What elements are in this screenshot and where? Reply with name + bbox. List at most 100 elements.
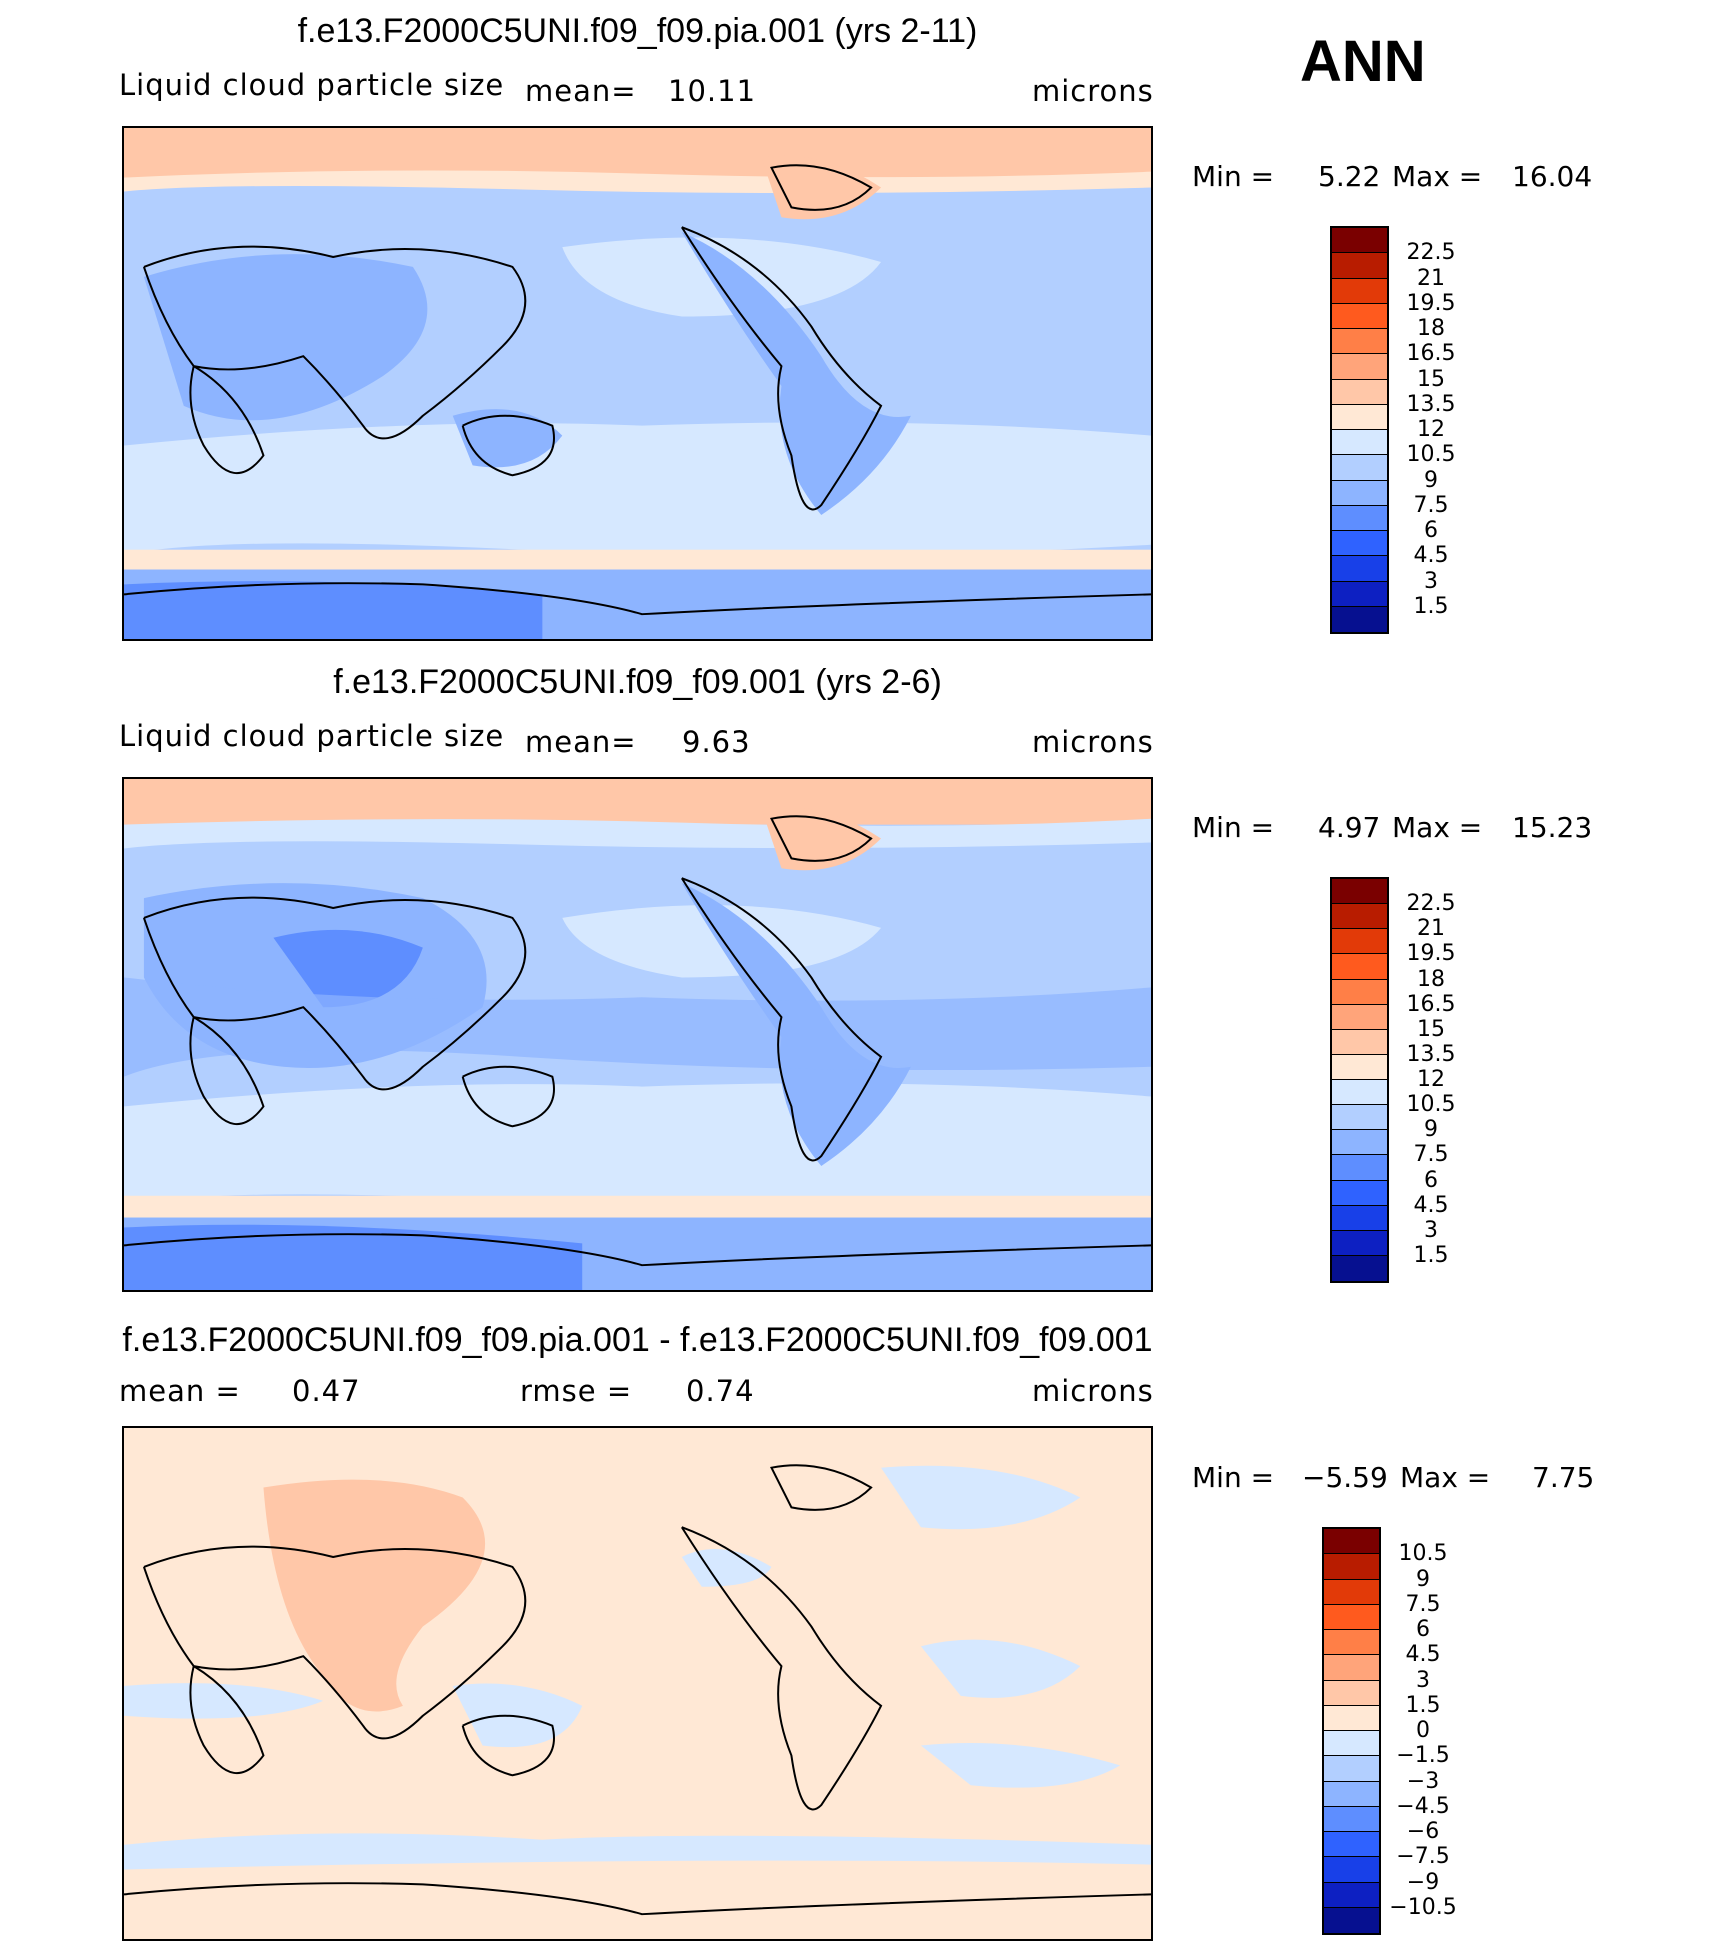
panel1-colorbar-segment: [1332, 228, 1387, 254]
panel2-colorbar-tick-label: 7.5: [1413, 1142, 1449, 1168]
panel3-colorbar: [1322, 1527, 1381, 1935]
panel1-colorbar-segment: [1332, 379, 1387, 405]
panel2-colorbar-segment: [1332, 1105, 1387, 1131]
panel3-colorbar-tick-label: 6: [1416, 1617, 1430, 1642]
panel2-colorbar-tick-label: 9: [1424, 1117, 1438, 1143]
panel3-colorbar-tick-label: −7.5: [1396, 1844, 1450, 1870]
panel2-colorbar-tick-label: 18: [1417, 966, 1445, 992]
panel3-map-svg: [124, 1428, 1151, 1939]
panel2-max-label: Max =: [1392, 811, 1483, 844]
panel1-mean-label: mean=: [525, 74, 637, 108]
panel1-colorbar-segment: [1332, 354, 1387, 380]
panel2-colorbar-segment: [1332, 904, 1387, 930]
panel1-colorbar-tick-label: 3: [1424, 568, 1438, 594]
panel2-colorbar-segment: [1332, 1255, 1387, 1281]
panel3-title: f.e13.F2000C5UNI.f09_f09.pia.001 - f.e13…: [122, 1321, 1153, 1359]
panel2-colorbar-tick-label: 19.5: [1406, 941, 1456, 967]
panel3-colorbar-tick-label: 7.5: [1405, 1591, 1441, 1617]
panel1-colorbar-tick-label: 21: [1417, 265, 1445, 291]
panel1-colorbar-segment: [1332, 531, 1387, 557]
panel1-colorbar-tick-label: 10.5: [1406, 442, 1456, 468]
panel3-colorbar-segment: [1324, 1756, 1379, 1782]
panel1-variable: Liquid cloud particle size: [119, 68, 505, 102]
panel2-map: [122, 777, 1153, 1292]
panel1-units: microns: [1032, 74, 1154, 108]
panel1-colorbar-segment: [1332, 329, 1387, 355]
panel2-title: f.e13.F2000C5UNI.f09_f09.001 (yrs 2-6): [333, 663, 942, 701]
panel2-colorbar-segment: [1332, 1180, 1387, 1206]
panel3-colorbar-tick-label: 1.5: [1405, 1692, 1441, 1718]
panel1-colorbar-tick-label: 12: [1417, 417, 1445, 442]
panel3-colorbar-segment: [1324, 1579, 1379, 1605]
panel2-colorbar-tick-label: 16.5: [1406, 991, 1456, 1017]
panel2-colorbar-segment: [1332, 1155, 1387, 1181]
panel2-colorbar-tick-label: 22.5: [1406, 891, 1456, 917]
panel2-colorbar-tick-label: 10.5: [1406, 1092, 1456, 1118]
panel2-max-value: 15.23: [1512, 811, 1593, 844]
panel3-colorbar-segment: [1324, 1806, 1379, 1832]
panel1-map-svg: [124, 128, 1151, 639]
panel1-colorbar-segment: [1332, 253, 1387, 279]
panel3-colorbar-tick-label: −4.5: [1396, 1793, 1450, 1819]
panel3-colorbar-tick-label: −10.5: [1389, 1894, 1457, 1920]
panel3-colorbar-segment: [1324, 1907, 1379, 1933]
panel1-min-value: 5.22: [1318, 160, 1381, 193]
panel3-colorbar-tick-label: −6: [1406, 1819, 1440, 1844]
panel2-map-svg: [124, 779, 1151, 1290]
panel1-min-label: Min =: [1192, 160, 1275, 193]
panel2-variable: Liquid cloud particle size: [119, 719, 505, 753]
panel1-max-value: 16.04: [1512, 160, 1593, 193]
panel3-min-value: −5.59: [1302, 1461, 1388, 1494]
panel3-colorbar-tick-label: 3: [1416, 1667, 1430, 1693]
panel2-mean-value: 9.63: [682, 725, 751, 759]
panel2-colorbar-segment: [1332, 1029, 1387, 1055]
panel1-colorbar-tick-label: 19.5: [1406, 290, 1456, 316]
panel1-colorbar-tick-label: 7.5: [1413, 492, 1449, 518]
panel1-colorbar-tick-label: 22.5: [1406, 240, 1456, 266]
panel2-colorbar-tick-label: 21: [1417, 916, 1445, 942]
panel1-colorbar-segment: [1332, 480, 1387, 506]
panel2-colorbar-segment: [1332, 979, 1387, 1005]
panel3-mean-label: mean =: [119, 1374, 241, 1408]
panel3-colorbar-segment: [1324, 1630, 1379, 1656]
panel3-colorbar-tick-label: 4.5: [1405, 1642, 1441, 1668]
panel1-colorbar-segment: [1332, 505, 1387, 531]
panel2-colorbar-segment: [1332, 929, 1387, 955]
panel3-colorbar-tick-label: −1.5: [1396, 1743, 1450, 1769]
panel1-colorbar-tick-label: 13.5: [1406, 391, 1456, 417]
panel2-colorbar-segment: [1332, 954, 1387, 980]
panel3-colorbar-tick-label: 0: [1416, 1718, 1430, 1743]
panel2-colorbar-tick-label: 4.5: [1413, 1192, 1449, 1218]
panel1-colorbar: [1330, 226, 1389, 634]
panel2-colorbar-tick-label: 13.5: [1406, 1041, 1456, 1067]
season-label: ANN: [1300, 29, 1426, 94]
panel1-colorbar-tick-label: 6: [1424, 518, 1438, 543]
panel3-mean-value: 0.47: [292, 1374, 361, 1408]
panel2-colorbar-tick-label: 12: [1417, 1067, 1445, 1092]
panel1-colorbar-tick-label: 18: [1417, 316, 1445, 341]
panel2-colorbar-segment: [1332, 879, 1387, 905]
panel2-colorbar-tick-label: 6: [1424, 1167, 1438, 1193]
panel2-units: microns: [1032, 725, 1154, 759]
panel2-colorbar-tick-label: 15: [1417, 1016, 1445, 1042]
panel3-colorbar-tick-label: −3: [1406, 1768, 1440, 1794]
panel2-mean-label: mean=: [525, 725, 637, 759]
panel3-colorbar-segment: [1324, 1832, 1379, 1858]
panel1-colorbar-segment: [1332, 606, 1387, 632]
panel3-colorbar-segment: [1324, 1554, 1379, 1580]
panel3-colorbar-tick-label: 10.5: [1398, 1541, 1448, 1567]
panel2-min-value: 4.97: [1318, 811, 1381, 844]
panel3-colorbar-segment: [1324, 1680, 1379, 1706]
panel2-colorbar-segment: [1332, 1004, 1387, 1030]
panel3-colorbar-segment: [1324, 1731, 1379, 1757]
panel1-colorbar-tick-label: 15: [1417, 366, 1445, 392]
panel2-colorbar-tick-label: 1.5: [1413, 1242, 1449, 1268]
panel2-colorbar-segment: [1332, 1054, 1387, 1080]
panel2-colorbar: [1330, 877, 1389, 1283]
panel3-colorbar-segment: [1324, 1705, 1379, 1731]
panel3-min-label: Min =: [1192, 1461, 1275, 1494]
panel1-colorbar-tick-label: 4.5: [1413, 543, 1449, 569]
panel1-colorbar-tick-label: 9: [1424, 467, 1438, 493]
panel3-units: microns: [1032, 1374, 1154, 1408]
panel3-colorbar-segment: [1324, 1655, 1379, 1681]
